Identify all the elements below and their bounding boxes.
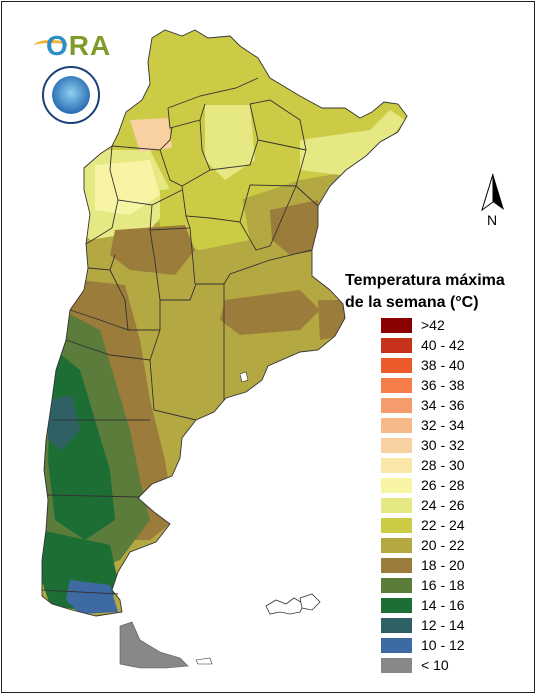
legend-swatch [381,358,412,373]
legend-item: 16 - 18 [381,576,481,596]
legend-label: 26 - 28 [421,477,465,493]
legend-item: 24 - 26 [381,496,481,516]
legend-swatch [381,338,412,353]
legend-swatch [381,398,412,413]
legend-label: < 10 [421,657,449,673]
legend-swatch [381,658,412,673]
legend-label: 34 - 36 [421,397,465,413]
legend-label: 14 - 16 [421,597,465,613]
legend-item: 12 - 14 [381,616,481,636]
legend-item: 10 - 12 [381,636,481,656]
legend: >42 40 - 42 38 - 40 36 - 38 34 - 36 32 - 34 30… [381,316,481,676]
legend-swatch [381,438,412,453]
north-arrow-icon [481,173,504,212]
legend-label: 10 - 12 [421,637,465,653]
legend-item: 18 - 20 [381,556,481,576]
legend-label: 32 - 34 [421,417,465,433]
legend-swatch [381,598,412,613]
legend-item: 26 - 28 [381,476,481,496]
legend-swatch [381,478,412,493]
legend-item: 40 - 42 [381,336,481,356]
legend-label: 40 - 42 [421,337,465,353]
ora-swoosh-icon [34,40,68,51]
legend-swatch [381,378,412,393]
legend-label: 24 - 26 [421,497,465,513]
legend-swatch [381,578,412,593]
legend-label: 12 - 14 [421,617,465,633]
legend-item: < 10 [381,656,481,676]
legend-item: 28 - 30 [381,456,481,476]
legend-swatch [381,498,412,513]
legend-swatch [381,518,412,533]
legend-swatch [381,538,412,553]
legend-item: 20 - 22 [381,536,481,556]
legend-item: 34 - 36 [381,396,481,416]
legend-swatch [381,418,412,433]
north-arrow: N [478,172,508,230]
legend-label: 20 - 22 [421,537,465,553]
ora-logo: ORA [34,28,112,62]
legend-title-line1: Temperatura máxima [345,272,505,289]
legend-label: 36 - 38 [421,377,465,393]
legend-item: 22 - 24 [381,516,481,536]
legend-item: 36 - 38 [381,376,481,396]
north-label: N [487,212,498,228]
legend-swatch [381,318,412,333]
legend-swatch [381,558,412,573]
legend-swatch [381,618,412,633]
legend-label: 16 - 18 [421,577,465,593]
seal-globe-icon [52,76,90,114]
legend-item: 38 - 40 [381,356,481,376]
smn-seal-logo [42,66,100,124]
legend-swatch [381,638,412,653]
legend-title-line2: de la semana (°C) [345,294,479,311]
legend-item: >42 [381,316,481,336]
legend-item: 30 - 32 [381,436,481,456]
legend-label: 18 - 20 [421,557,465,573]
legend-title: Temperatura máxima de la semana (°C) [345,270,525,314]
legend-label: 22 - 24 [421,517,465,533]
legend-label: 30 - 32 [421,437,465,453]
legend-item: 32 - 34 [381,416,481,436]
legend-label: 38 - 40 [421,357,465,373]
ora-logo-text: ORA [46,30,112,61]
legend-swatch [381,458,412,473]
legend-label: 28 - 30 [421,457,465,473]
legend-label: >42 [421,317,445,333]
legend-item: 14 - 16 [381,596,481,616]
